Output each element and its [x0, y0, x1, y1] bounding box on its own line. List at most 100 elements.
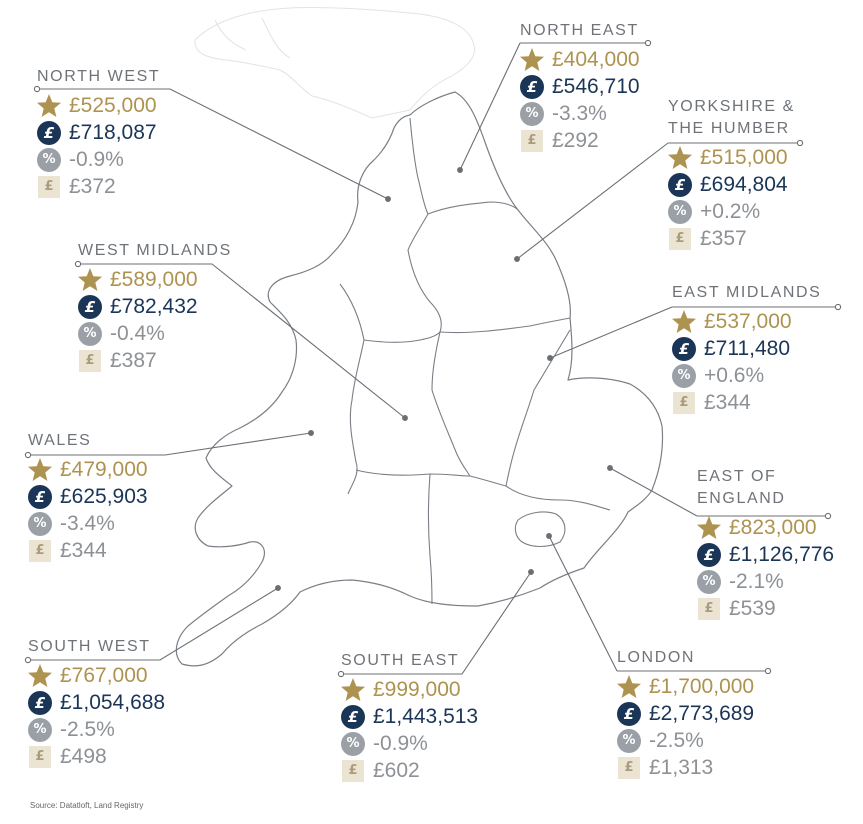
pound-circle-icon-glyph: £: [703, 545, 715, 564]
stat-row-pct: % -2.5%: [617, 727, 754, 754]
stat-row-star: £537,000: [672, 308, 821, 335]
leader-lines: [24, 39, 842, 678]
stat-row-rent: £ £1,313: [617, 754, 754, 781]
value-price: £694,804: [700, 173, 788, 196]
value-star: £1,700,000: [649, 675, 755, 698]
stat-row-rent: £ £344: [672, 389, 821, 416]
leader-end-marker: [24, 451, 32, 459]
stat-row-price: £ £718,087: [37, 119, 160, 146]
stat-row-star: £999,000: [341, 676, 478, 703]
region-location-dot: [308, 430, 314, 436]
value-star: £404,000: [552, 48, 640, 71]
pound-square-icon-glyph: £: [675, 230, 685, 246]
pound-square-icon: £: [618, 756, 640, 779]
pound-square-icon: £: [673, 391, 695, 414]
star-icon: [341, 677, 365, 702]
value-pct: -3.4%: [60, 512, 115, 535]
stat-row-rent: £ £357: [668, 225, 795, 252]
region-name: SOUTH WEST: [28, 638, 151, 655]
region-name: NORTH WEST: [37, 68, 161, 85]
pound-square-icon: £: [698, 597, 720, 620]
value-star: £525,000: [69, 94, 157, 117]
pound-square-icon-glyph: £: [348, 762, 358, 778]
region-south-west: SOUTH WEST £767,000 £ £1,054,688% -2.5% £ £498: [28, 636, 165, 770]
region-location-dot: [607, 465, 613, 471]
region-location-dot: [402, 415, 408, 421]
pound-square-icon: £: [38, 175, 60, 198]
region-location-dot: [514, 256, 520, 262]
leader-end-marker: [24, 656, 32, 664]
stat-row-rent: £ £292: [520, 127, 640, 154]
percent-circle-icon-glyph: %: [33, 721, 47, 737]
percent-circle-icon: %: [28, 717, 52, 742]
percent-circle-icon-glyph: %: [673, 203, 687, 219]
pound-circle-icon-glyph: £: [43, 123, 55, 142]
stat-row-star: £767,000: [28, 662, 165, 689]
value-price: £1,443,513: [373, 705, 479, 728]
stat-row-rent: £ £372: [37, 173, 160, 200]
pound-circle-icon-glyph: £: [526, 77, 538, 96]
pound-circle-icon-glyph: £: [678, 339, 690, 358]
percent-circle-icon: %: [672, 363, 696, 388]
region-west-midlands: WEST MIDLANDS £589,000 £ £782,432% -0.4% £ £38…: [78, 240, 232, 374]
pound-square-icon-glyph: £: [35, 542, 45, 558]
stat-row-star: £479,000: [28, 456, 148, 483]
stat-row-pct: % -3.4%: [28, 510, 148, 537]
region-location-dot: [457, 167, 463, 173]
region-name: YORKSHIRE &: [668, 98, 795, 115]
percent-circle-icon: %: [697, 569, 721, 594]
coastline: [175, 91, 664, 667]
percent-circle-icon-glyph: %: [677, 367, 691, 383]
leader-end-marker: [74, 260, 82, 268]
region-yorkshire: YORKSHIRE & THE HUMBER £515,000 £ £694,804% +…: [668, 96, 795, 252]
value-rent: £372: [69, 175, 116, 198]
leader-connector: [459, 42, 521, 171]
region-east-midlands: EAST MIDLANDS £537,000 £ £711,480% +0.6% £ £34…: [672, 282, 821, 416]
stat-row-pct: % -3.3%: [520, 100, 640, 127]
pound-square-icon-glyph: £: [679, 394, 689, 410]
percent-circle-icon-glyph: %: [33, 515, 47, 531]
percent-circle-icon: %: [341, 731, 365, 756]
stat-row-pct: % +0.2%: [668, 198, 795, 225]
leader-end-marker: [834, 303, 842, 311]
stat-row-star: £1,700,000: [617, 673, 754, 700]
pound-circle-icon: £: [78, 294, 102, 319]
stat-row-pct: % -2.5%: [28, 716, 165, 743]
value-rent: £387: [110, 349, 157, 372]
stat-row-pct: % +0.6%: [672, 362, 821, 389]
value-pct: -0.4%: [110, 322, 165, 345]
region-name: ENGLAND: [697, 490, 786, 507]
stat-row-price: £ £1,443,513: [341, 703, 478, 730]
value-pct: -2.5%: [60, 718, 115, 741]
leader-line-south-east: [341, 571, 532, 675]
value-star: £537,000: [704, 310, 792, 333]
star-icon: [672, 309, 696, 334]
value-rent: £292: [552, 129, 599, 152]
value-price: £718,087: [69, 121, 157, 144]
pound-circle-icon: £: [520, 74, 544, 99]
region-name: LONDON: [617, 649, 696, 666]
stat-row-star: £525,000: [37, 92, 160, 119]
stat-row-rent: £ £539: [697, 595, 834, 622]
pound-circle-icon-glyph: £: [347, 707, 359, 726]
value-star: £589,000: [110, 268, 198, 291]
percent-circle-icon: %: [78, 321, 102, 346]
percent-circle-icon-glyph: %: [42, 151, 56, 167]
region-south-east: SOUTH EAST £999,000 £ £1,443,513% -0.9% £ £602: [341, 650, 478, 784]
leader-line-wales: [28, 432, 312, 456]
leader-end-marker: [644, 39, 652, 47]
stat-row-star: £404,000: [520, 46, 640, 73]
region-name: WALES: [28, 432, 92, 449]
pound-square-icon: £: [29, 745, 51, 768]
pound-square-icon: £: [342, 759, 364, 782]
star-icon: [668, 145, 692, 170]
star-icon: [37, 93, 61, 118]
star-icon: [697, 515, 721, 540]
pound-circle-icon: £: [672, 336, 696, 361]
stat-row-price: £ £782,432: [78, 293, 232, 320]
stat-row-price: £ £1,126,776: [697, 541, 834, 568]
percent-circle-icon: %: [37, 147, 61, 172]
value-price: £546,710: [552, 75, 640, 98]
leader-connector: [548, 535, 618, 672]
pound-square-icon-glyph: £: [527, 132, 537, 148]
